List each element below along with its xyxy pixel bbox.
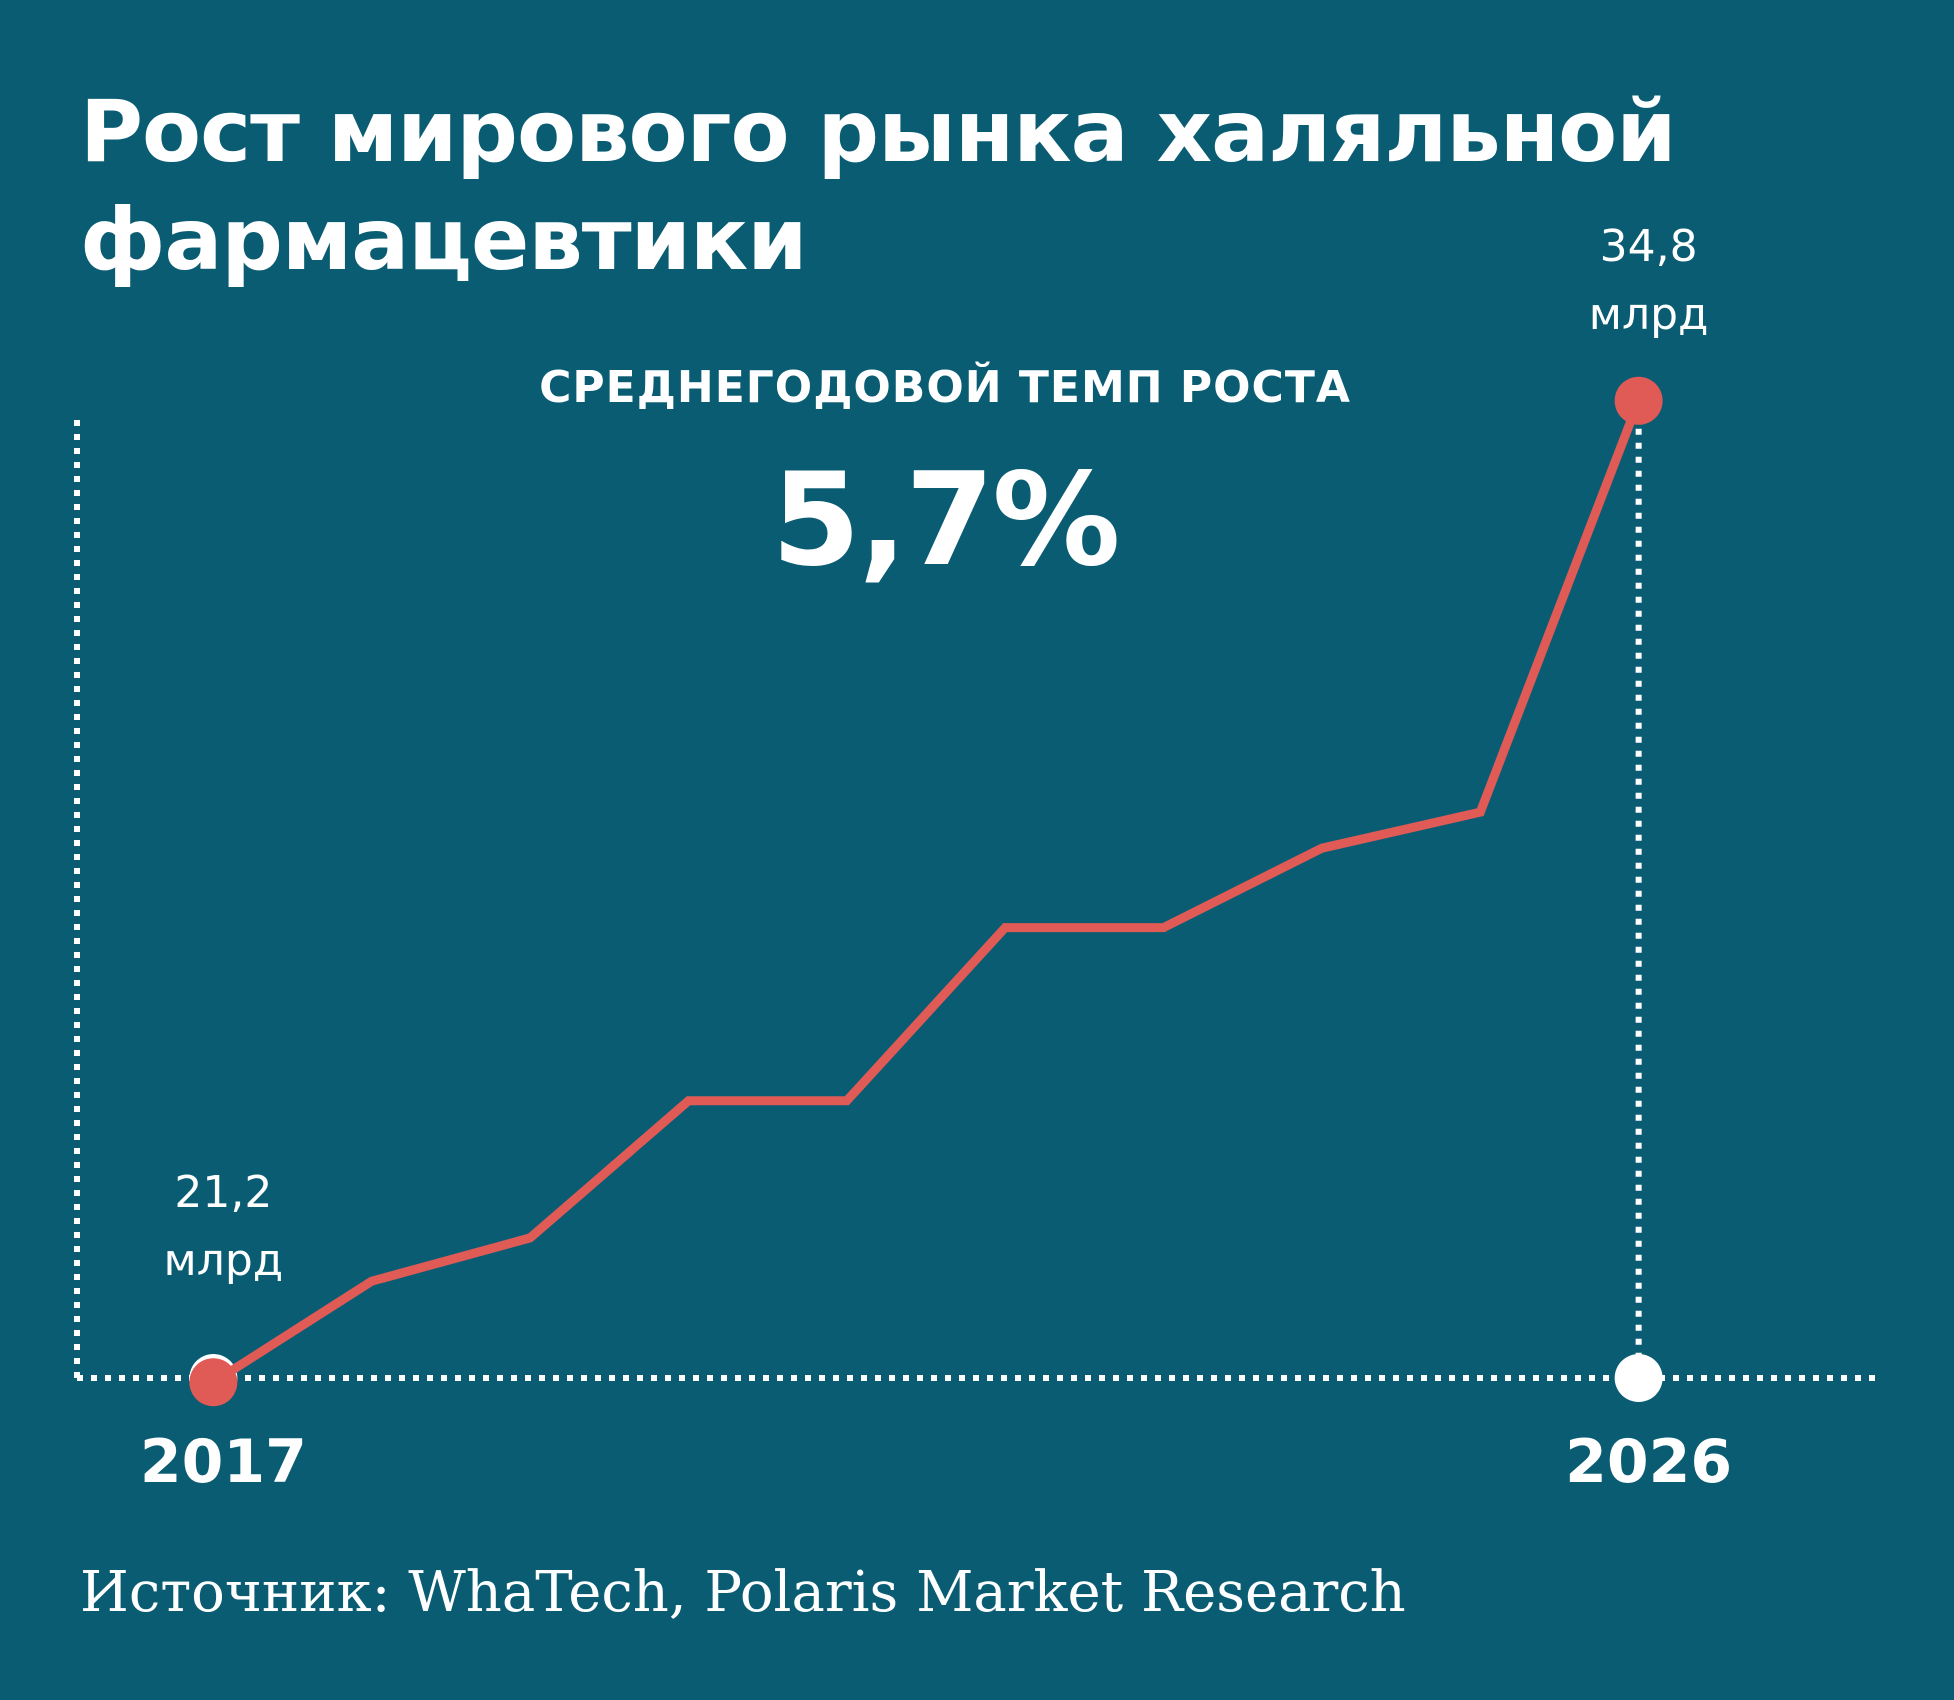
unit-label-2017: млрд — [164, 1235, 284, 1286]
series-group — [189, 376, 1663, 1407]
source-note: Источник: WhaTech, Polaris Market Resear… — [80, 1560, 1406, 1625]
chart-axes — [74, 420, 1880, 1402]
data-point-2026 — [1614, 376, 1663, 425]
value-label-2026: 34,8 — [1600, 221, 1698, 272]
x-tick-label-2017: 2017 — [140, 1427, 307, 1497]
unit-label-2026: млрд — [1589, 289, 1709, 340]
chart-labels: 21,2 млрд 34,8 млрд 2017 2026 — [140, 221, 1732, 1497]
chart-title: Рост мирового рынка халяльной фармацевти… — [80, 78, 1880, 294]
data-point-2017 — [189, 1358, 238, 1407]
x-tick-label-2026: 2026 — [1565, 1427, 1732, 1497]
growth-rate-value: 5,7% — [771, 446, 1121, 595]
growth-rate-caption: СРЕДНЕГОДОВОЙ ТЕМП РОСТА — [539, 362, 1351, 413]
chart-title-line-2: фармацевтики — [80, 190, 807, 290]
x-tick-marker-2026 — [1614, 1354, 1663, 1402]
drop-lines — [210, 400, 1642, 1383]
series-line — [210, 399, 1643, 1386]
chart-title-line-1: Рост мирового рынка халяльной — [80, 82, 1676, 182]
value-label-2017: 21,2 — [174, 1167, 272, 1218]
